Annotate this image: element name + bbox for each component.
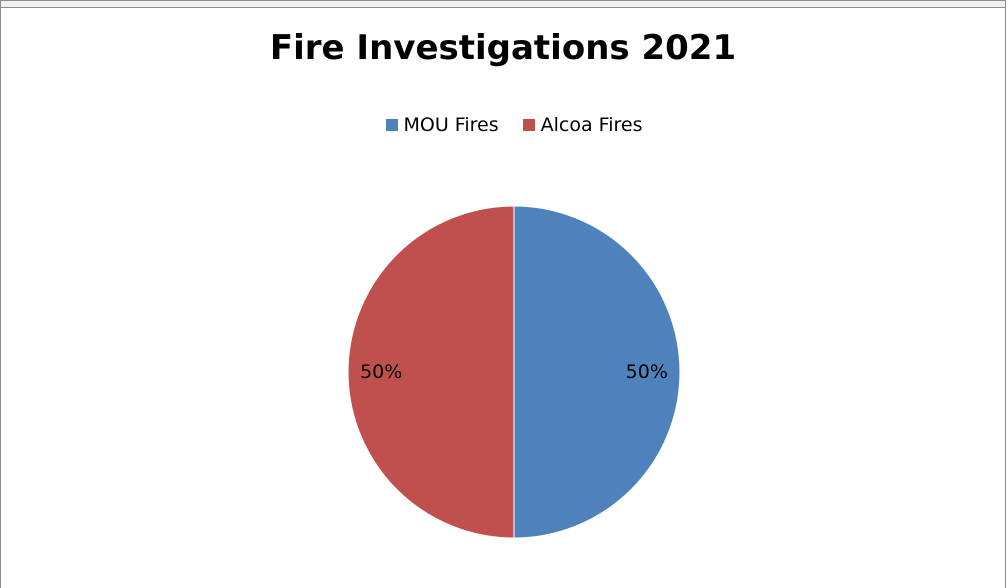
data-label-alcoa-fires: 50% bbox=[360, 361, 402, 383]
frame-top-border bbox=[1, 1, 1005, 8]
pie-labels: 50% 50% bbox=[360, 361, 668, 383]
legend-swatch-mou-fires bbox=[385, 119, 398, 131]
legend-item-alcoa-fires: Alcoa Fires bbox=[522, 114, 643, 136]
legend: MOU Fires Alcoa Fires bbox=[0, 114, 1008, 136]
legend-label-alcoa-fires: Alcoa Fires bbox=[540, 114, 643, 136]
legend-label-mou-fires: MOU Fires bbox=[403, 114, 499, 136]
pie-slice-mou-fires bbox=[513, 205, 681, 539]
data-label-mou-fires: 50% bbox=[626, 361, 668, 383]
legend-item-mou-fires: MOU Fires bbox=[385, 114, 499, 136]
legend-swatch-alcoa-fires bbox=[522, 119, 535, 131]
pie-slices bbox=[347, 205, 681, 539]
chart-title: Fire Investigations 2021 bbox=[269, 28, 737, 68]
pie-slice-alcoa-fires bbox=[347, 205, 515, 539]
